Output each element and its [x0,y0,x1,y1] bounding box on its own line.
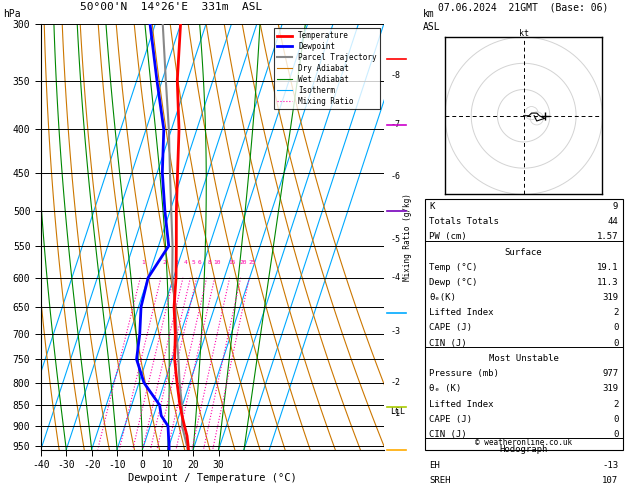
Text: 07.06.2024  21GMT  (Base: 06): 07.06.2024 21GMT (Base: 06) [438,2,609,12]
Text: 319: 319 [602,294,618,302]
Text: -6: -6 [391,172,401,181]
Text: CAPE (J): CAPE (J) [429,324,472,332]
Text: -7: -7 [391,121,401,129]
Text: SREH: SREH [429,476,450,485]
Legend: Temperature, Dewpoint, Parcel Trajectory, Dry Adiabat, Wet Adiabat, Isotherm, Mi: Temperature, Dewpoint, Parcel Trajectory… [274,28,380,109]
Text: 9: 9 [613,202,618,211]
Text: Totals Totals: Totals Totals [429,217,499,226]
Text: 4: 4 [184,260,188,265]
Text: 0: 0 [613,324,618,332]
Text: 1.57: 1.57 [597,232,618,242]
Text: PW (cm): PW (cm) [429,232,467,242]
Text: © weatheronline.co.uk: © weatheronline.co.uk [475,438,572,447]
Text: 5: 5 [191,260,195,265]
Text: Temp (°C): Temp (°C) [429,263,477,272]
Text: CIN (J): CIN (J) [429,430,467,439]
X-axis label: kt: kt [519,29,528,38]
Text: Surface: Surface [505,248,542,257]
Text: Lifted Index: Lifted Index [429,399,494,409]
Text: 2: 2 [162,260,166,265]
Text: km: km [423,9,435,19]
Text: 8: 8 [208,260,211,265]
Text: θₑ (K): θₑ (K) [429,384,461,394]
Text: -2: -2 [391,379,401,387]
Text: hPa: hPa [3,9,21,19]
Text: 319: 319 [602,384,618,394]
Text: 0: 0 [613,415,618,424]
Text: Hodograph: Hodograph [499,446,548,454]
Text: 20: 20 [240,260,247,265]
Text: θₑ(K): θₑ(K) [429,294,456,302]
Text: Lifted Index: Lifted Index [429,309,494,317]
Text: EH: EH [429,461,440,469]
Text: 25: 25 [248,260,256,265]
Text: K: K [429,202,435,211]
Text: 977: 977 [602,369,618,379]
Text: -8: -8 [391,71,401,80]
Text: 11.3: 11.3 [597,278,618,287]
Text: ASL: ASL [423,21,440,32]
Text: Dewp (°C): Dewp (°C) [429,278,477,287]
Text: Pressure (mb): Pressure (mb) [429,369,499,379]
Text: 15: 15 [229,260,236,265]
Text: 19.1: 19.1 [597,263,618,272]
Text: -13: -13 [602,461,618,469]
Text: 2: 2 [613,399,618,409]
X-axis label: Dewpoint / Temperature (°C): Dewpoint / Temperature (°C) [128,473,297,483]
Text: Mixing Ratio (g/kg): Mixing Ratio (g/kg) [403,193,411,281]
Text: 10: 10 [214,260,221,265]
Text: -3: -3 [391,327,401,336]
Text: 44: 44 [608,217,618,226]
Text: 6: 6 [198,260,201,265]
Text: 2: 2 [613,309,618,317]
Text: 50°00'N  14°26'E  331m  ASL: 50°00'N 14°26'E 331m ASL [80,2,262,12]
Text: CIN (J): CIN (J) [429,339,467,347]
Text: CAPE (J): CAPE (J) [429,415,472,424]
Text: Most Unstable: Most Unstable [489,354,559,364]
Text: 107: 107 [602,476,618,485]
Text: -5: -5 [391,235,401,243]
Text: 1: 1 [142,260,145,265]
Text: LCL: LCL [391,407,406,417]
Text: 0: 0 [613,430,618,439]
Text: -1: -1 [391,409,401,418]
Text: -4: -4 [391,273,401,282]
Text: 0: 0 [613,339,618,347]
Text: 3: 3 [175,260,179,265]
